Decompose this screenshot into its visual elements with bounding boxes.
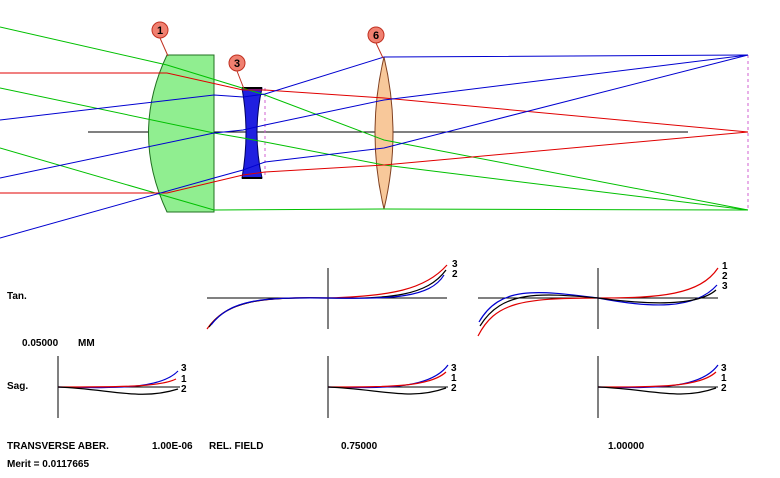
tan-curve-label: 2 [722, 271, 728, 282]
surface-callout-6[interactable]: 6 [367, 26, 385, 59]
sag-curve-blue-col-2 [327, 364, 449, 389]
callout-6-text: 6 [373, 30, 379, 42]
callout-3-text: 3 [234, 58, 240, 70]
sag-curve-label: 2 [721, 383, 727, 394]
tan-curve-label: 1 [722, 261, 728, 272]
ray-fan [0, 26, 749, 239]
lens-layout-view: 1 3 6 [0, 21, 749, 239]
callout-1-text: 1 [157, 25, 163, 37]
sag-curve-label: 1 [181, 374, 187, 385]
sag-curve-black-col-1 [57, 386, 179, 395]
tan-curve-black-col-3 [479, 289, 717, 327]
ray-7 [0, 54, 749, 179]
tan-curve-label: 3 [452, 259, 458, 270]
sag-curve-label: 3 [181, 363, 187, 374]
ray-1 [0, 26, 749, 211]
scale-value: 0.05000 [22, 338, 59, 349]
sag-curve-label: 2 [181, 384, 187, 395]
sag-curve-red-col-2 [327, 371, 447, 388]
sag-curve-blue-col-1 [57, 370, 179, 389]
sag-curve-label: 2 [451, 383, 457, 394]
scale-unit: MM [78, 338, 95, 349]
footer-wavelength: 1.00E-06 [152, 441, 193, 452]
sag-curve-label: 1 [451, 373, 457, 384]
merit-readout: Merit = 0.0117665 [7, 459, 90, 470]
sag-row-label: Sag. [7, 381, 29, 392]
tan-curve-label: 2 [452, 269, 458, 280]
ray-6 [0, 54, 749, 121]
lens-element-1[interactable] [148, 54, 215, 213]
lens-element-6[interactable] [374, 56, 394, 210]
sag-curve-label: 1 [721, 373, 727, 384]
footer-title: TRANSVERSE ABER. [7, 441, 109, 452]
surface-callout-1[interactable]: 1 [151, 21, 169, 57]
sag-curve-black-col-2 [327, 386, 447, 395]
tan-curve-red-col-2 [206, 264, 448, 330]
sag-curve-label: 3 [451, 363, 457, 374]
ray-3 [0, 147, 749, 211]
tan-curve-blue-col-2 [210, 274, 445, 326]
tan-row-label: Tan. [7, 291, 27, 302]
footer-field-caption: REL. FIELD [209, 441, 264, 452]
sag-curve-red-col-1 [57, 378, 177, 388]
sag-curve-red-col-3 [597, 371, 717, 388]
ray-8 [0, 54, 749, 239]
ray-2 [0, 87, 749, 211]
surface-callout-3[interactable]: 3 [228, 54, 246, 90]
field-label-col-2: 0.75000 [341, 441, 378, 452]
sag-curve-blue-col-3 [597, 364, 719, 389]
field-label-col-3: 1.00000 [608, 441, 645, 452]
ray-4 [0, 72, 749, 133]
sag-curve-black-col-3 [597, 386, 717, 395]
sag-curve-label: 3 [721, 363, 727, 374]
tan-curve-label: 3 [722, 281, 728, 292]
ray-5 [0, 131, 749, 194]
